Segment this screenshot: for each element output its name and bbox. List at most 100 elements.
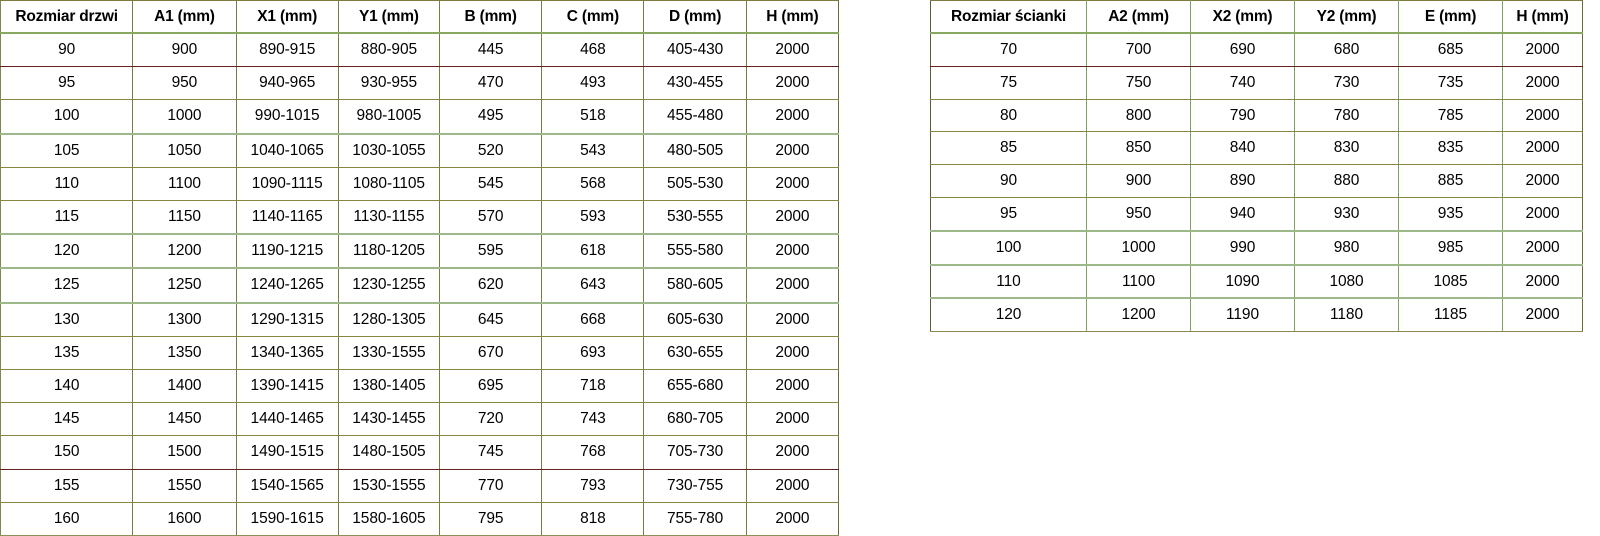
door-table-cell: 1590-1615: [235, 502, 339, 536]
wall-table-cell: 1190: [1190, 298, 1295, 333]
door-table-cell: 1290-1315: [235, 302, 339, 337]
door-table-cell: 890-915: [235, 33, 339, 68]
door-table-cell: 105: [0, 133, 134, 168]
door-table-cell: 2000: [745, 469, 840, 503]
wall-table-row: 75 750 740 730 735 2000: [930, 66, 1583, 100]
wall-table-cell: 2000: [1502, 99, 1583, 133]
door-table-cell: 480-505: [643, 133, 747, 168]
door-table-cell: 570: [439, 200, 543, 236]
door-table-cell: 1040-1065: [235, 133, 339, 168]
wall-table-header-row: Rozmiar ścianki A2 (mm) X2 (mm) Y2 (mm) E (m…: [930, 0, 1583, 34]
door-size-table: Rozmiar drzwi A1 (mm) X1 (mm) Y1 (mm) B (mm)…: [0, 0, 840, 536]
door-table-row: 130 1300 1290-1315 1280-1305 645 668 605-630 20…: [0, 302, 840, 337]
door-table-cell: 793: [541, 469, 645, 503]
wall-table-row: 80 800 790 780 785 2000: [930, 99, 1583, 133]
door-table-cell: 1150: [132, 200, 237, 236]
door-table-cell: 818: [541, 502, 645, 536]
wall-table-cell: 785: [1398, 99, 1503, 133]
wall-table-cell: 750: [1086, 66, 1191, 100]
door-table-row: 90 900 890-915 880-905 445 468 405-430 2000: [0, 33, 840, 68]
door-table-cell: 730-755: [643, 469, 747, 503]
door-table-cell: 95: [0, 66, 134, 101]
wall-table-cell: 950: [1086, 197, 1191, 232]
door-table-cell: 1350: [132, 336, 237, 371]
wall-table-cell: 1080: [1294, 264, 1399, 300]
door-table-cell: 645: [439, 302, 543, 337]
door-table-cell: 100: [0, 99, 134, 135]
door-table-cell: 520: [439, 133, 543, 168]
door-table-cell: 643: [541, 268, 645, 304]
wall-table-cell: 120: [930, 298, 1087, 333]
wall-table-cell: 830: [1294, 131, 1399, 166]
door-table-cell: 1090-1115: [235, 167, 339, 202]
door-table-cell: 2000: [745, 167, 840, 202]
door-table-cell: 2000: [745, 302, 840, 337]
door-table-cell: 455-480: [643, 99, 747, 135]
door-table-cell: 120: [0, 234, 134, 270]
wall-table-row: 95 950 940 930 935 2000: [930, 197, 1583, 232]
door-table-cell: 155: [0, 469, 134, 503]
door-table-cell: 1480-1505: [337, 435, 441, 470]
door-table-cell: 1130-1155: [337, 200, 441, 236]
wall-table-column-header: Y2 (mm): [1294, 0, 1399, 34]
door-table-column-header: D (mm): [643, 0, 747, 34]
door-table-cell: 768: [541, 435, 645, 470]
wall-table-row: 90 900 890 880 885 2000: [930, 164, 1583, 198]
wall-table-cell: 850: [1086, 131, 1191, 166]
door-table-cell: 2000: [745, 133, 840, 168]
door-table-cell: 880-905: [337, 33, 441, 68]
wall-table-cell: 2000: [1502, 33, 1583, 67]
door-table-cell: 1330-1555: [337, 336, 441, 371]
door-table-cell: 593: [541, 200, 645, 236]
door-table-cell: 1380-1405: [337, 369, 441, 404]
wall-table-cell: 2000: [1502, 164, 1583, 198]
door-table-row: 125 1250 1240-1265 1230-1255 620 643 580-605 20…: [0, 268, 840, 304]
door-table-cell: 518: [541, 99, 645, 135]
door-table-cell: 1000: [132, 99, 237, 135]
door-table-cell: 430-455: [643, 66, 747, 101]
door-table-cell: 1240-1265: [235, 268, 339, 304]
door-table-cell: 980-1005: [337, 99, 441, 135]
wall-table-head: Rozmiar ścianki A2 (mm) X2 (mm) Y2 (mm) E (m…: [930, 0, 1583, 34]
door-table-row: 95 950 940-965 930-955 470 493 430-455 2000: [0, 66, 840, 101]
wall-table-cell: 1000: [1086, 230, 1191, 266]
door-table-cell: 990-1015: [235, 99, 339, 135]
wall-table-cell: 890: [1190, 164, 1295, 198]
wall-table-cell: 2000: [1502, 66, 1583, 100]
door-table-row: 155 1550 1540-1565 1530-1555 770 793 730-755 20…: [0, 469, 840, 503]
door-table-row: 100 1000 990-1015 980-1005 495 518 455-480 2000: [0, 99, 840, 135]
door-table-cell: 668: [541, 302, 645, 337]
door-table-column-header: A1 (mm): [132, 0, 237, 34]
wall-table-cell: 985: [1398, 230, 1503, 266]
door-table-column-header: X1 (mm): [235, 0, 339, 34]
door-table-cell: 755-780: [643, 502, 747, 536]
door-table-body: 90 900 890-915 880-905 445 468 405-430 2000 95 95…: [0, 33, 840, 536]
door-table-column-header: Rozmiar drzwi: [0, 0, 134, 34]
wall-table-cell: 2000: [1502, 298, 1583, 333]
wall-table-cell: 110: [930, 264, 1087, 300]
wall-table-cell: 680: [1294, 33, 1399, 67]
wall-table-cell: 75: [930, 66, 1087, 100]
door-table-cell: 2000: [745, 234, 840, 270]
door-table-cell: 1500: [132, 435, 237, 470]
wall-table-cell: 900: [1086, 164, 1191, 198]
door-table-cell: 1580-1605: [337, 502, 441, 536]
door-table-header-row: Rozmiar drzwi A1 (mm) X1 (mm) Y1 (mm) B (mm)…: [0, 0, 840, 34]
door-table-cell: 470: [439, 66, 543, 101]
door-table-cell: 630-655: [643, 336, 747, 371]
wall-table-row: 120 1200 1190 1180 1185 2000: [930, 298, 1583, 333]
door-table-cell: 1250: [132, 268, 237, 304]
door-table-cell: 135: [0, 336, 134, 371]
door-table-cell: 695: [439, 369, 543, 404]
door-table-cell: 930-955: [337, 66, 441, 101]
wall-table-column-header: Rozmiar ścianki: [930, 0, 1087, 34]
door-table-cell: 693: [541, 336, 645, 371]
door-table-cell: 770: [439, 469, 543, 503]
wall-size-table: Rozmiar ścianki A2 (mm) X2 (mm) Y2 (mm) E (m…: [930, 0, 1583, 333]
door-table-cell: 620: [439, 268, 543, 304]
door-table-cell: 1540-1565: [235, 469, 339, 503]
door-table-cell: 1530-1555: [337, 469, 441, 503]
door-table-cell: 2000: [745, 502, 840, 536]
wall-table-cell: 100: [930, 230, 1087, 266]
door-table-row: 115 1150 1140-1165 1130-1155 570 593 530-555 20…: [0, 200, 840, 236]
